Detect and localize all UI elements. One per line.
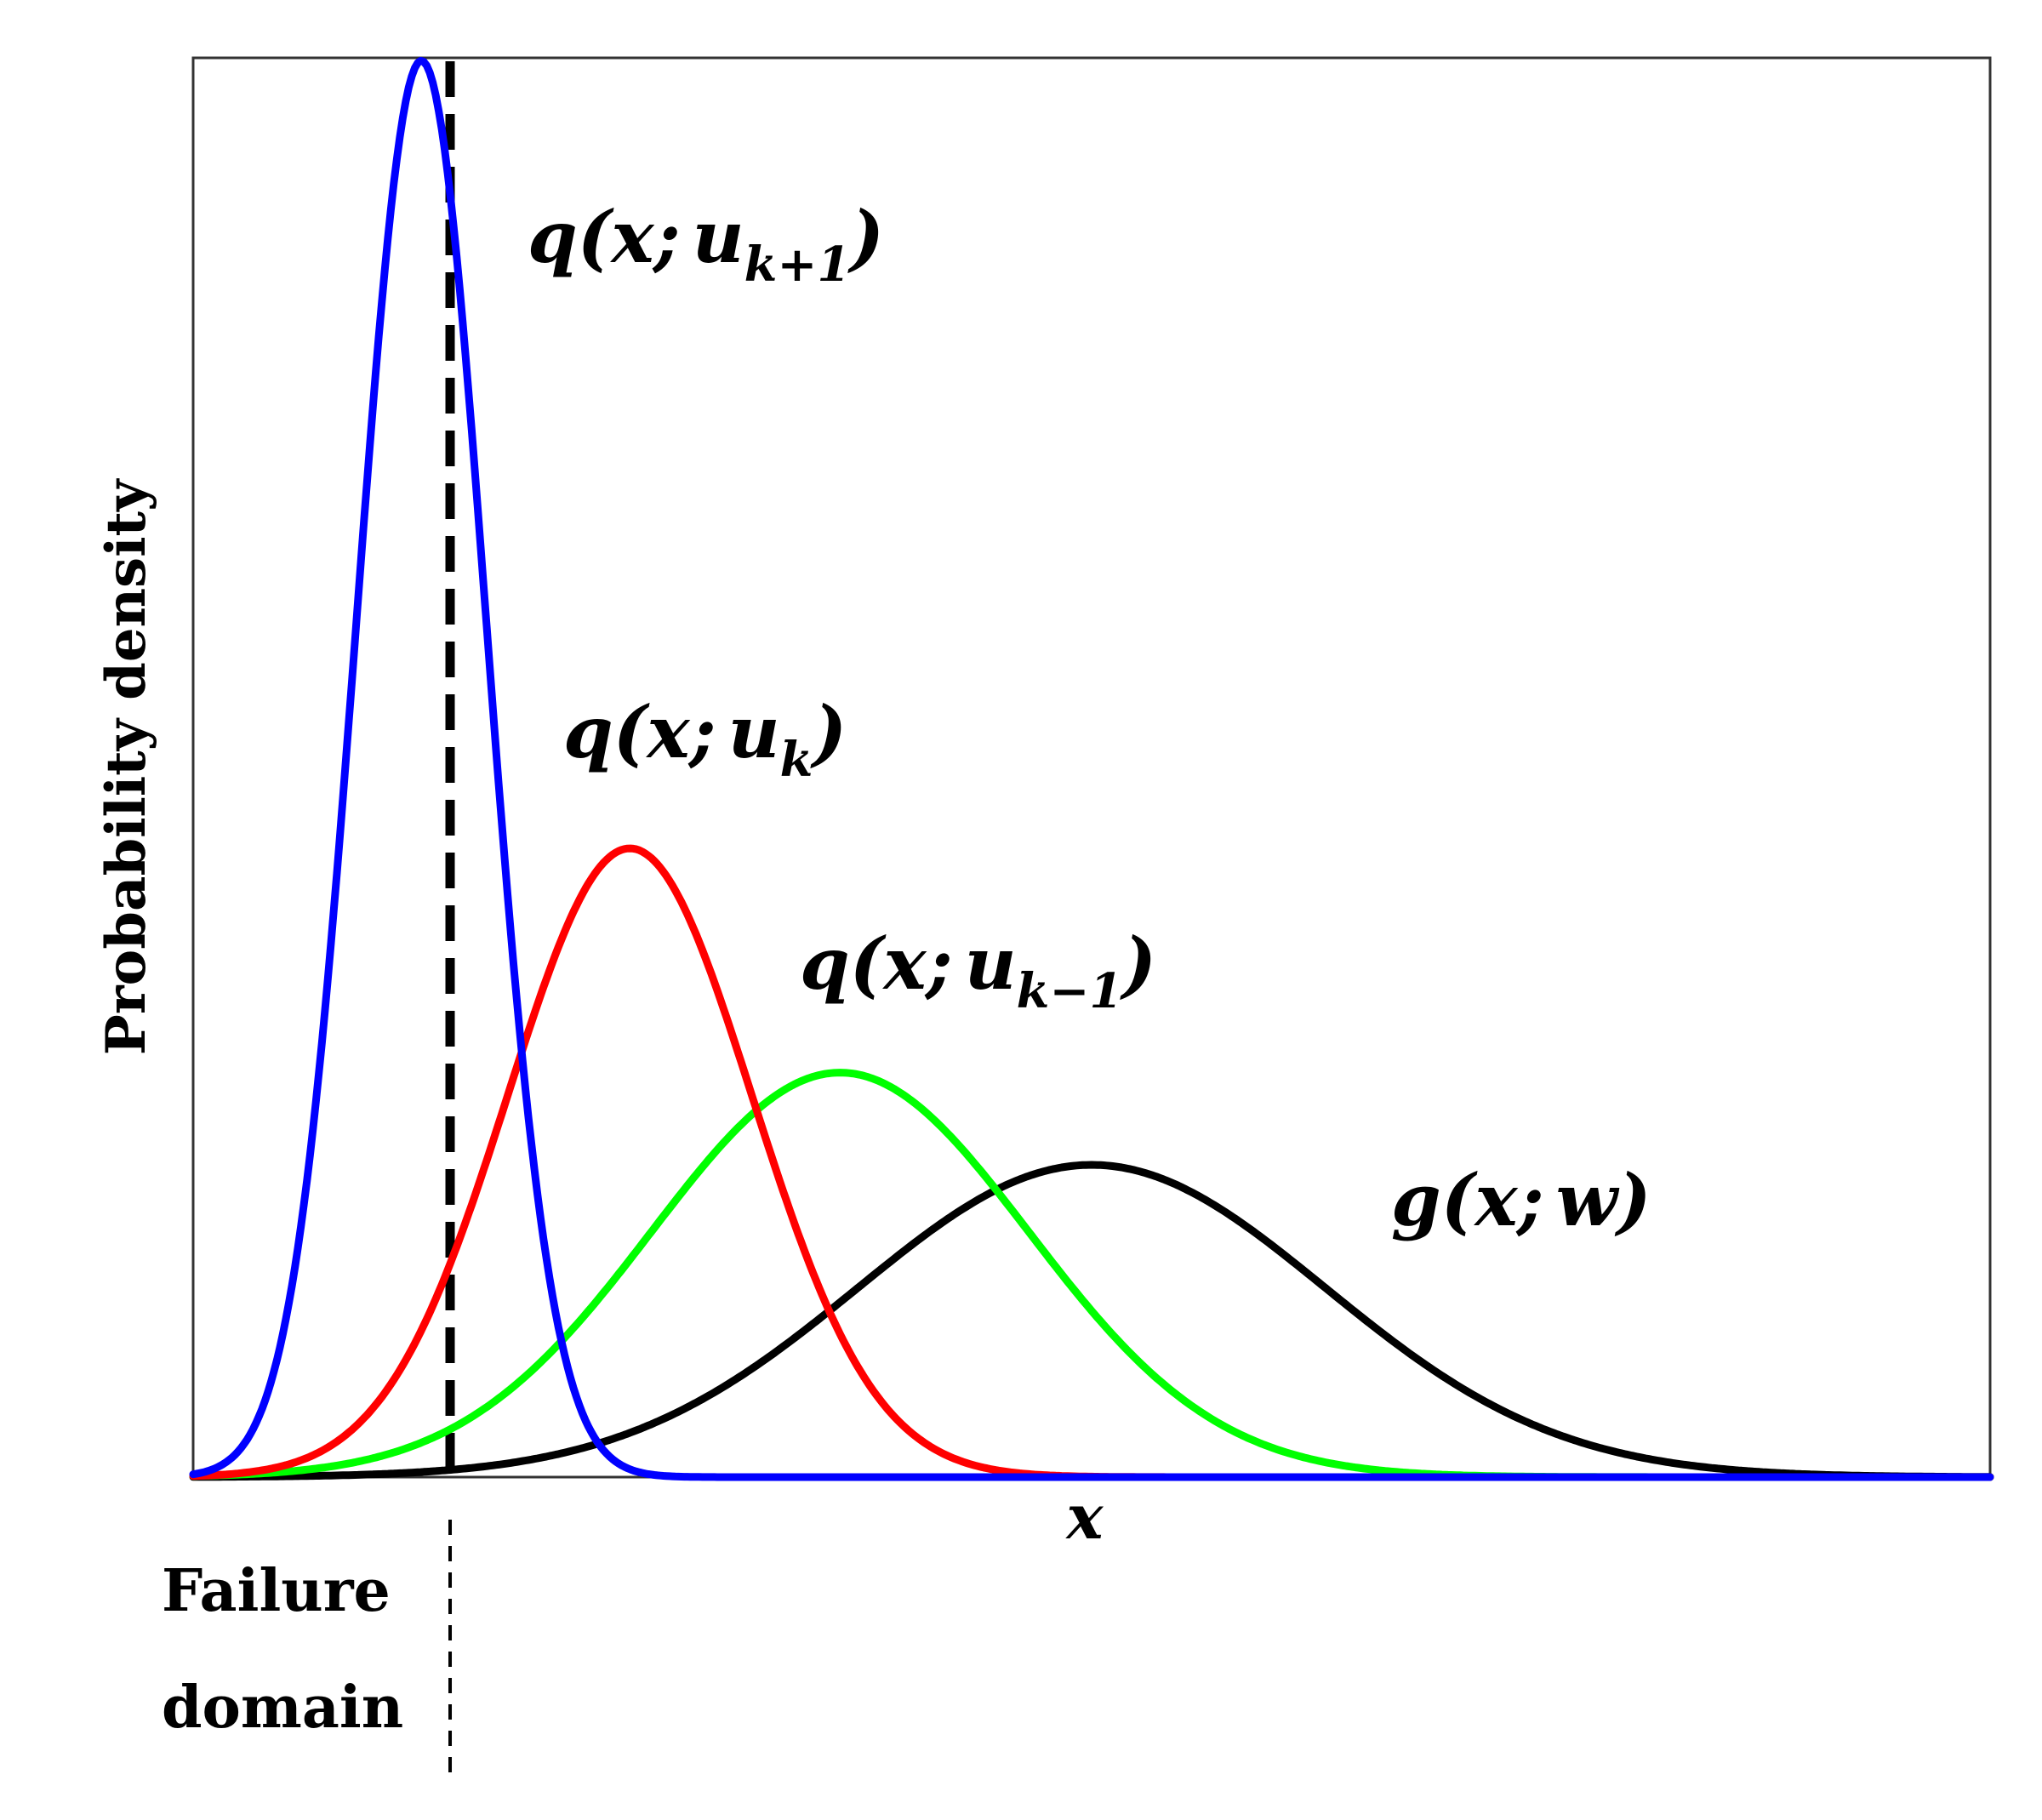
series-label-q-k: q(x; uk) <box>563 690 847 788</box>
x-axis-label: x <box>1065 1481 1104 1553</box>
failure-domain-label-line1: Failure <box>162 1557 391 1625</box>
series-label-g: g(x; w) <box>1391 1158 1651 1242</box>
y-axis-label: Probability density <box>94 478 158 1055</box>
plot-frame <box>191 56 1992 1479</box>
series-g-curve <box>189 1161 1994 1481</box>
failure-domain-label-line2: domain <box>162 1674 403 1742</box>
series-label-q-k-minus-1: q(x; uk−1) <box>800 921 1156 1019</box>
series-q-k-plus-1-curve <box>189 56 1994 1481</box>
series-q-k-minus-1-curve <box>189 1069 1994 1481</box>
series-label-q-k-plus-1: q(x; uk+1) <box>528 195 884 293</box>
density-curves <box>189 56 1994 1481</box>
